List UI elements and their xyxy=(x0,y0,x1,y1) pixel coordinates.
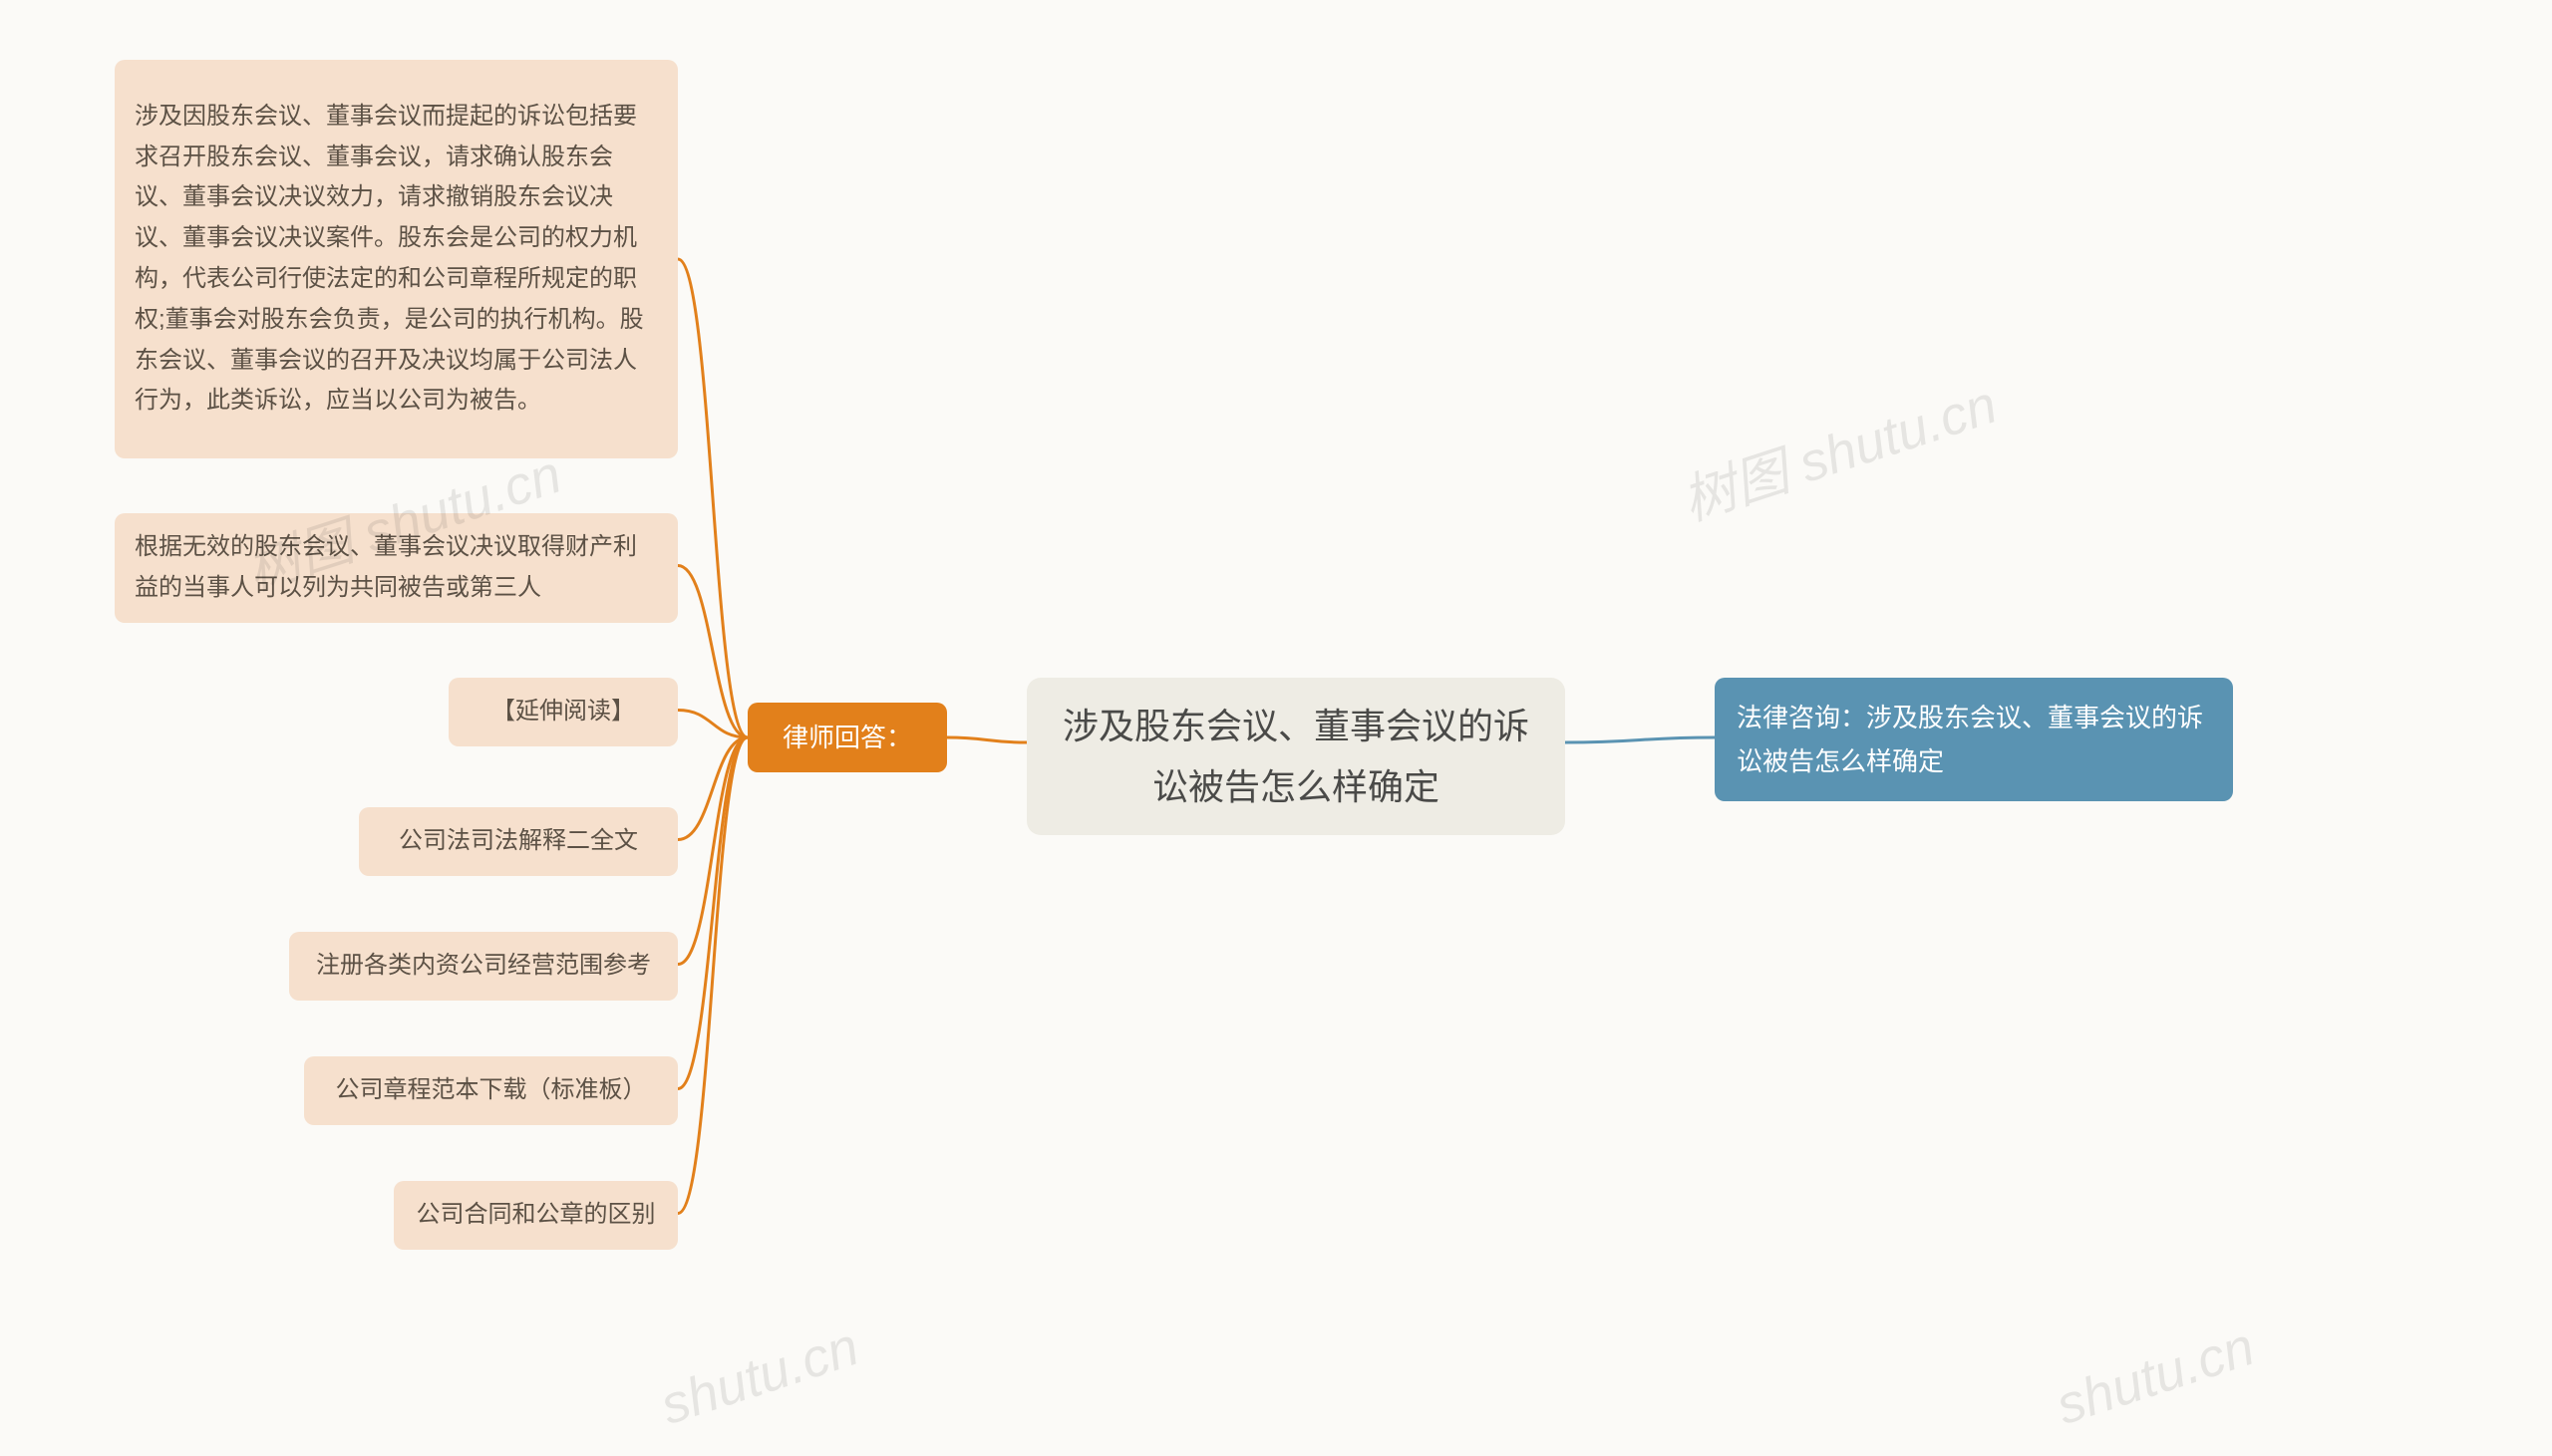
watermark: shutu.cn xyxy=(2049,1315,2261,1437)
mindmap-left-child-text: 注册各类内资公司经营范围参考 xyxy=(316,946,651,987)
mindmap-root: 涉及股东会议、董事会议的诉讼被告怎么样确定 xyxy=(1027,678,1565,835)
mindmap-left-child-1: 根据无效的股东会议、董事会议决议取得财产利益的当事人可以列为共同被告或第三人 xyxy=(115,513,678,623)
mindmap-right-node: 法律咨询：涉及股东会议、董事会议的诉讼被告怎么样确定 xyxy=(1715,678,2233,801)
mindmap-left-child-text: 公司合同和公章的区别 xyxy=(417,1195,656,1236)
mindmap-left-child-6: 公司合同和公章的区别 xyxy=(394,1181,678,1250)
watermark: 树图 shutu.cn xyxy=(1671,360,2006,535)
mindmap-right-text: 法律咨询：涉及股东会议、董事会议的诉讼被告怎么样确定 xyxy=(1737,696,2211,783)
mindmap-left-child-3: 公司法司法解释二全文 xyxy=(359,807,678,876)
mindmap-left-child-text: 【延伸阅读】 xyxy=(491,692,635,732)
mindmap-left-parent-text: 律师回答： xyxy=(783,716,912,759)
mindmap-left-child-0: 涉及因股东会议、董事会议而提起的诉讼包括要求召开股东会议、董事会议，请求确认股东… xyxy=(115,60,678,458)
watermark: shutu.cn xyxy=(653,1315,865,1437)
mindmap-left-child-text: 涉及因股东会议、董事会议而提起的诉讼包括要求召开股东会议、董事会议，请求确认股东… xyxy=(135,97,658,422)
mindmap-left-child-2: 【延伸阅读】 xyxy=(449,678,678,746)
mindmap-left-child-5: 公司章程范本下载（标准板） xyxy=(304,1056,678,1125)
mindmap-root-text: 涉及股东会议、董事会议的诉讼被告怎么样确定 xyxy=(1049,696,1543,817)
mindmap-left-child-text: 公司法司法解释二全文 xyxy=(399,821,638,862)
mindmap-left-child-4: 注册各类内资公司经营范围参考 xyxy=(289,932,678,1001)
mindmap-left-child-text: 根据无效的股东会议、董事会议决议取得财产利益的当事人可以列为共同被告或第三人 xyxy=(135,527,658,609)
mindmap-left-parent: 律师回答： xyxy=(748,703,947,772)
mindmap-left-child-text: 公司章程范本下载（标准板） xyxy=(336,1070,647,1111)
